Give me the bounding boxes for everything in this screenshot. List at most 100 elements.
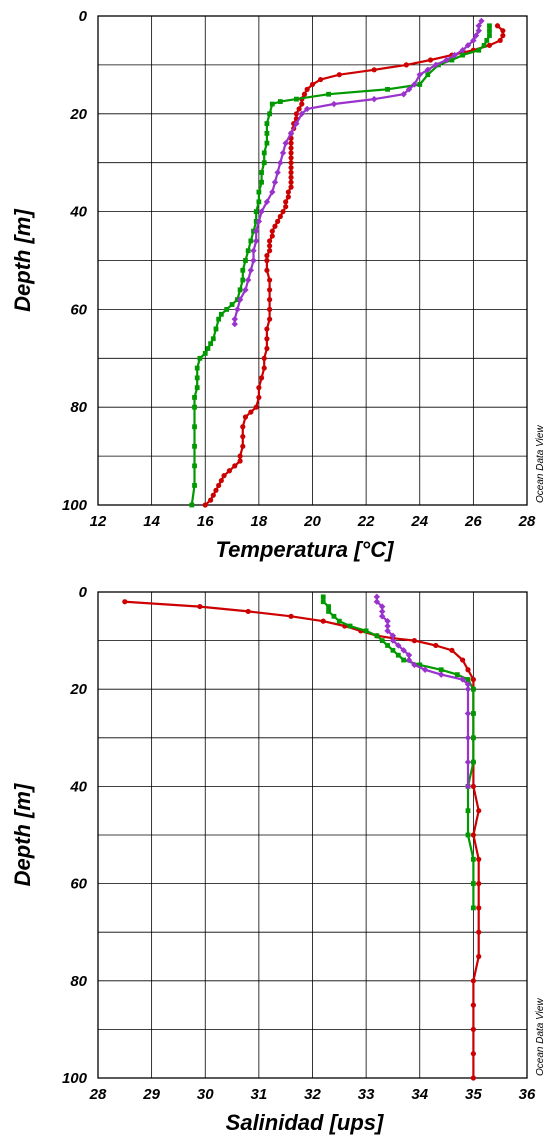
data-point — [218, 311, 224, 317]
data-point — [282, 139, 289, 147]
data-point — [264, 326, 270, 332]
data-point — [267, 287, 273, 293]
data-point — [194, 365, 200, 371]
data-point — [192, 483, 197, 488]
x-tick-label: 34 — [411, 1086, 428, 1103]
series-purple — [231, 17, 485, 328]
data-point — [237, 458, 243, 464]
data-point — [208, 497, 214, 503]
data-point — [253, 404, 259, 410]
data-point — [213, 487, 219, 493]
data-point — [234, 306, 241, 313]
data-point — [432, 61, 440, 69]
data-point — [379, 608, 386, 615]
data-point — [309, 81, 316, 88]
data-point — [476, 953, 482, 960]
data-point — [395, 642, 402, 649]
data-point — [216, 316, 222, 322]
data-point — [267, 306, 273, 312]
data-point — [258, 208, 265, 215]
data-point — [449, 647, 455, 653]
data-point — [202, 351, 208, 356]
data-point — [240, 277, 246, 283]
data-point — [298, 110, 305, 117]
data-point — [465, 832, 471, 838]
data-point — [405, 656, 413, 664]
data-point — [475, 27, 482, 34]
data-point — [197, 603, 203, 610]
x-tick-label: 28 — [518, 513, 536, 530]
data-point — [252, 237, 260, 245]
data-point — [317, 76, 324, 83]
data-point — [470, 686, 476, 692]
data-point — [248, 238, 254, 244]
data-point — [470, 881, 476, 886]
x-axis-label: Salinidad [ups] — [226, 1110, 384, 1135]
series-purple — [373, 593, 472, 790]
data-point — [470, 759, 476, 765]
y-axis-label: Depth [m] — [10, 209, 35, 312]
data-point — [267, 238, 273, 244]
x-tick-label: 22 — [357, 513, 375, 530]
data-point — [487, 23, 492, 29]
x-tick-label: 18 — [251, 513, 268, 530]
data-point — [250, 257, 257, 264]
data-point — [484, 38, 490, 43]
data-point — [470, 1026, 476, 1032]
data-point — [464, 783, 472, 790]
data-point — [470, 905, 476, 911]
data-point — [264, 253, 270, 259]
data-point — [288, 613, 294, 619]
data-point — [194, 385, 200, 391]
data-point — [272, 223, 278, 229]
data-point — [421, 666, 429, 673]
plot-frame — [97, 591, 528, 1079]
watermark-text: Ocean Data View — [535, 998, 545, 1076]
data-point — [470, 711, 476, 716]
data-point — [464, 710, 472, 717]
temperature-chart: 12 14 16 18 20 22 24 26 28 0 20 40 60 80 100 Temperatur… — [10, 8, 545, 562]
data-point — [231, 320, 238, 328]
x-tick-label: 29 — [142, 1086, 160, 1103]
data-point — [192, 463, 197, 469]
data-point — [283, 204, 289, 210]
data-point — [269, 228, 275, 234]
data-point — [425, 72, 431, 78]
data-point — [288, 140, 294, 146]
data-point — [411, 638, 417, 644]
data-point — [438, 671, 445, 678]
data-point — [470, 37, 477, 44]
data-point — [264, 121, 270, 126]
data-point — [261, 150, 267, 156]
y-tick-label: 40 — [69, 204, 87, 221]
data-point — [267, 316, 273, 322]
data-point — [288, 174, 294, 180]
data-point — [326, 609, 331, 614]
x-tick-label: 16 — [197, 513, 214, 530]
data-point — [224, 307, 230, 312]
data-point — [275, 218, 281, 224]
data-point — [267, 277, 273, 283]
data-point — [279, 149, 287, 157]
data-point — [478, 17, 485, 25]
data-point — [192, 443, 197, 449]
data-point — [264, 140, 270, 146]
data-point — [424, 66, 431, 73]
data-point — [259, 170, 264, 175]
data-point — [373, 598, 381, 605]
data-point — [465, 808, 471, 814]
data-point — [304, 86, 310, 92]
data-point — [288, 155, 294, 161]
data-point — [269, 101, 275, 107]
data-point — [454, 672, 460, 678]
data-point — [497, 37, 503, 44]
data-point — [236, 296, 244, 303]
data-point — [264, 345, 270, 352]
data-point — [261, 355, 267, 361]
data-point — [267, 243, 273, 249]
data-point — [283, 199, 289, 205]
data-point — [247, 267, 255, 274]
data-point — [240, 443, 246, 449]
x-tick-label: 35 — [465, 1086, 482, 1103]
data-point — [487, 28, 492, 34]
